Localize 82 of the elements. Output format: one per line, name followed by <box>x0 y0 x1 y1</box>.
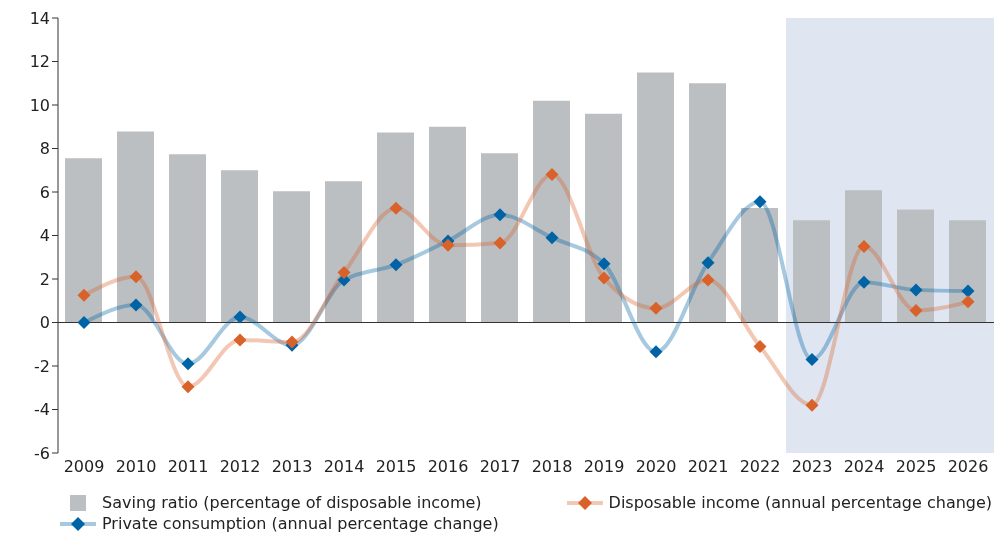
bar <box>897 209 934 323</box>
point <box>649 345 663 359</box>
x-tick-label: 2012 <box>219 457 261 477</box>
point <box>805 352 819 366</box>
y-tick-label: 10 <box>29 95 50 115</box>
point <box>389 201 403 215</box>
x-tick-label: 2026 <box>947 457 989 477</box>
y-tick-label: 4 <box>39 226 50 246</box>
point <box>701 273 715 287</box>
legend-label: Disposable income (annual percentage change) <box>608 493 993 512</box>
point <box>129 270 143 284</box>
bar <box>481 153 518 323</box>
y-tick-label: 14 <box>29 8 50 28</box>
x-tick-label: 2024 <box>843 457 885 477</box>
point <box>753 339 767 353</box>
bar <box>741 208 778 323</box>
y-tick-label: 2 <box>39 269 50 289</box>
x-tick-label: 2016 <box>427 457 469 477</box>
y-tick-label: 8 <box>39 139 50 159</box>
x-tick-label: 2015 <box>375 457 417 477</box>
point <box>857 275 871 289</box>
point <box>337 265 351 279</box>
point <box>753 195 767 209</box>
y-tick-label: 6 <box>39 182 50 202</box>
bar <box>533 100 570 323</box>
bar <box>949 220 986 323</box>
bar <box>845 190 882 323</box>
bar <box>221 170 258 323</box>
point <box>129 298 143 312</box>
bar <box>65 158 102 323</box>
x-tick-label: 2020 <box>635 457 677 477</box>
x-tick-label: 2018 <box>531 457 573 477</box>
point <box>805 398 819 412</box>
legend-label: Private consumption (annual percentage change) <box>102 514 499 533</box>
point <box>233 310 247 324</box>
point <box>77 316 91 329</box>
point <box>233 333 247 347</box>
point <box>909 283 923 297</box>
bar <box>117 131 154 323</box>
bar <box>377 132 414 323</box>
point <box>493 236 507 250</box>
bar <box>273 191 310 323</box>
y-tick-label: -6 <box>34 443 50 463</box>
x-tick-label: 2009 <box>63 457 105 477</box>
point <box>545 168 559 182</box>
y-tick-label: -4 <box>34 400 50 420</box>
point <box>649 301 663 315</box>
point <box>441 238 455 252</box>
point <box>545 231 559 245</box>
legend-label: Saving ratio (percentage of disposable income) <box>102 493 482 512</box>
x-tick-label: 2017 <box>479 457 521 477</box>
point <box>181 357 195 371</box>
point <box>597 271 611 285</box>
bar <box>793 220 830 323</box>
bar <box>325 181 362 323</box>
point <box>389 258 403 272</box>
point <box>77 288 91 302</box>
point <box>857 239 871 253</box>
bar <box>689 83 726 323</box>
bar <box>637 72 674 323</box>
x-tick-label: 2010 <box>115 457 157 477</box>
x-tick-label: 2014 <box>323 457 365 477</box>
point <box>961 295 975 309</box>
x-tick-label: 2022 <box>739 457 781 477</box>
x-tick-label: 2023 <box>791 457 833 477</box>
bar <box>169 154 206 323</box>
x-tick-label: 2025 <box>895 457 937 477</box>
x-tick-label: 2019 <box>583 457 625 477</box>
x-tick-label: 2011 <box>167 457 209 477</box>
y-tick-label: 0 <box>39 313 50 333</box>
point <box>597 257 611 271</box>
x-tick-label: 2021 <box>687 457 729 477</box>
point <box>961 284 975 298</box>
y-tick-label: 12 <box>29 52 50 72</box>
point <box>181 380 195 394</box>
point <box>701 256 715 270</box>
bar <box>429 126 466 323</box>
x-tick-label: 2013 <box>271 457 313 477</box>
point <box>493 208 507 222</box>
bar <box>585 113 622 323</box>
point <box>909 304 923 318</box>
y-tick-label: -2 <box>34 356 50 376</box>
